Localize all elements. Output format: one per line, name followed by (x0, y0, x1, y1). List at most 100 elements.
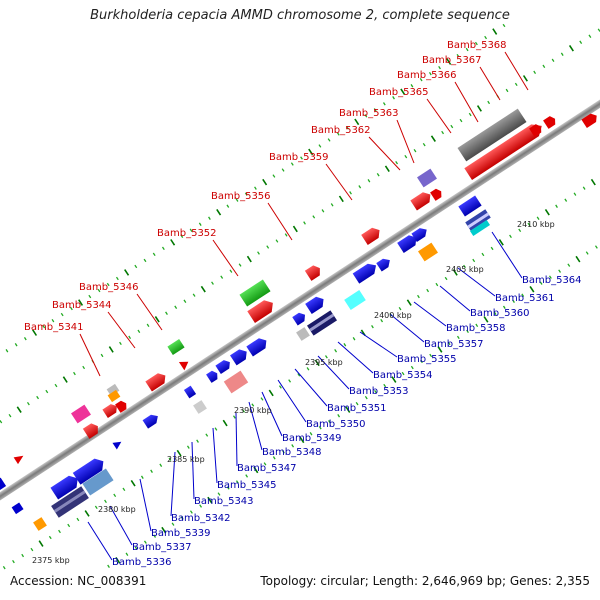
gene-label[interactable]: Bamb_5361 (495, 293, 555, 304)
gene-feature[interactable] (107, 389, 121, 403)
gene-feature[interactable] (305, 294, 327, 314)
gene-label[interactable]: Bamb_5366 (397, 70, 457, 81)
gene-feature[interactable] (529, 123, 544, 137)
gene-label[interactable]: Bamb_5342 (171, 513, 231, 524)
tick-mark (154, 316, 160, 323)
tick-mark (548, 275, 552, 279)
gene-label[interactable]: Bamb_5357 (424, 339, 484, 350)
gene-feature[interactable] (71, 404, 91, 424)
gene-feature[interactable] (72, 455, 107, 485)
gene-feature[interactable] (458, 195, 482, 217)
gene-feature[interactable] (430, 187, 444, 201)
tick-mark (134, 264, 138, 269)
gene-feature[interactable] (50, 472, 81, 500)
tick-mark (555, 204, 558, 208)
gene-label[interactable]: Bamb_5343 (194, 496, 254, 507)
tick-mark (180, 516, 184, 520)
tick-mark (170, 239, 176, 246)
gene-feature[interactable] (106, 383, 120, 397)
gene-feature[interactable] (102, 402, 119, 419)
gene-feature[interactable] (33, 517, 47, 531)
gene-label[interactable]: Bamb_5355 (397, 354, 457, 365)
tick-mark (222, 419, 228, 427)
gene-feature[interactable] (11, 502, 24, 515)
tick-mark (564, 198, 568, 202)
tick-mark (590, 178, 596, 186)
gene-feature[interactable] (206, 369, 220, 383)
tick-mark (567, 263, 571, 267)
gene-label[interactable]: Bamb_5365 (369, 87, 429, 98)
gene-feature[interactable] (247, 297, 276, 323)
gene-feature[interactable] (0, 477, 7, 492)
gene-feature[interactable] (178, 358, 191, 371)
gene-feature[interactable] (296, 327, 310, 341)
gene-label[interactable]: Bamb_5364 (522, 275, 582, 286)
gene-label[interactable]: Bamb_5359 (269, 152, 329, 163)
gene-label[interactable]: Bamb_5339 (151, 528, 211, 539)
gene-label[interactable]: Bamb_5356 (211, 191, 271, 202)
gene-label[interactable]: Bamb_5352 (157, 228, 217, 239)
tick-mark (410, 365, 414, 370)
gene-feature[interactable] (230, 347, 250, 366)
gene-feature[interactable] (469, 220, 491, 236)
gene-feature[interactable] (417, 168, 437, 188)
gene-feature[interactable] (543, 115, 558, 129)
gene-feature[interactable] (145, 371, 168, 392)
tick-mark (575, 255, 581, 263)
gene-label[interactable]: Bamb_5353 (349, 386, 409, 397)
gene-label[interactable]: Bamb_5367 (422, 55, 482, 66)
gene-feature[interactable] (246, 336, 269, 357)
gene-label[interactable]: Bamb_5349 (282, 433, 342, 444)
gene-feature[interactable] (410, 190, 433, 211)
gene-feature[interactable] (223, 370, 249, 394)
tick-mark (354, 118, 360, 126)
tick-mark (217, 492, 221, 496)
gene-feature[interactable] (215, 358, 232, 375)
gene-feature[interactable] (411, 225, 429, 243)
tick-mark (189, 228, 193, 232)
gene-feature[interactable] (397, 233, 419, 253)
gene-label[interactable]: Bamb_5358 (446, 323, 506, 334)
gene-feature[interactable] (376, 256, 392, 272)
gene-label[interactable]: Bamb_5347 (237, 463, 297, 474)
gene-label[interactable]: Bamb_5344 (52, 300, 112, 311)
gene-feature[interactable] (306, 310, 338, 336)
gene-feature[interactable] (13, 452, 26, 465)
gene-feature[interactable] (112, 438, 123, 450)
gene-feature[interactable] (51, 486, 89, 518)
gene-feature[interactable] (292, 311, 308, 326)
gene-label[interactable]: Bamb_5354 (373, 370, 433, 381)
gene-feature[interactable] (457, 108, 527, 162)
tick-mark (282, 450, 285, 454)
gene-label[interactable]: Bamb_5362 (311, 125, 371, 136)
gene-label[interactable]: Bamb_5360 (470, 308, 530, 319)
gene-feature[interactable] (82, 468, 114, 496)
gene-label[interactable]: Bamb_5351 (327, 403, 387, 414)
gene-feature[interactable] (239, 279, 271, 307)
gene-label[interactable]: Bamb_5341 (24, 322, 84, 333)
gene-feature[interactable] (352, 260, 380, 284)
gene-label[interactable]: Bamb_5336 (112, 557, 172, 568)
gene-label[interactable]: Bamb_5346 (79, 282, 139, 293)
gene-feature[interactable] (581, 111, 599, 129)
gene-label[interactable]: Bamb_5368 (447, 40, 507, 51)
gene-feature[interactable] (115, 399, 129, 413)
gene-feature[interactable] (418, 242, 438, 262)
gene-label[interactable]: Bamb_5363 (339, 108, 399, 119)
gene-label[interactable]: Bamb_5337 (132, 542, 192, 553)
gene-feature[interactable] (344, 290, 366, 310)
gene-feature[interactable] (193, 400, 207, 414)
gene-label[interactable]: Bamb_5350 (306, 419, 366, 430)
gene-feature[interactable] (142, 412, 161, 429)
tick-mark (192, 293, 196, 297)
leader-line (359, 331, 398, 358)
gene-feature[interactable] (304, 263, 323, 281)
gene-feature[interactable] (464, 120, 545, 180)
gene-label[interactable]: Bamb_5348 (262, 447, 322, 458)
gene-feature[interactable] (361, 225, 383, 245)
gene-label[interactable]: Bamb_5345 (217, 480, 277, 491)
gene-feature[interactable] (465, 209, 491, 231)
gene-feature[interactable] (167, 338, 185, 356)
gene-feature[interactable] (183, 385, 197, 399)
gene-feature[interactable] (82, 421, 101, 439)
